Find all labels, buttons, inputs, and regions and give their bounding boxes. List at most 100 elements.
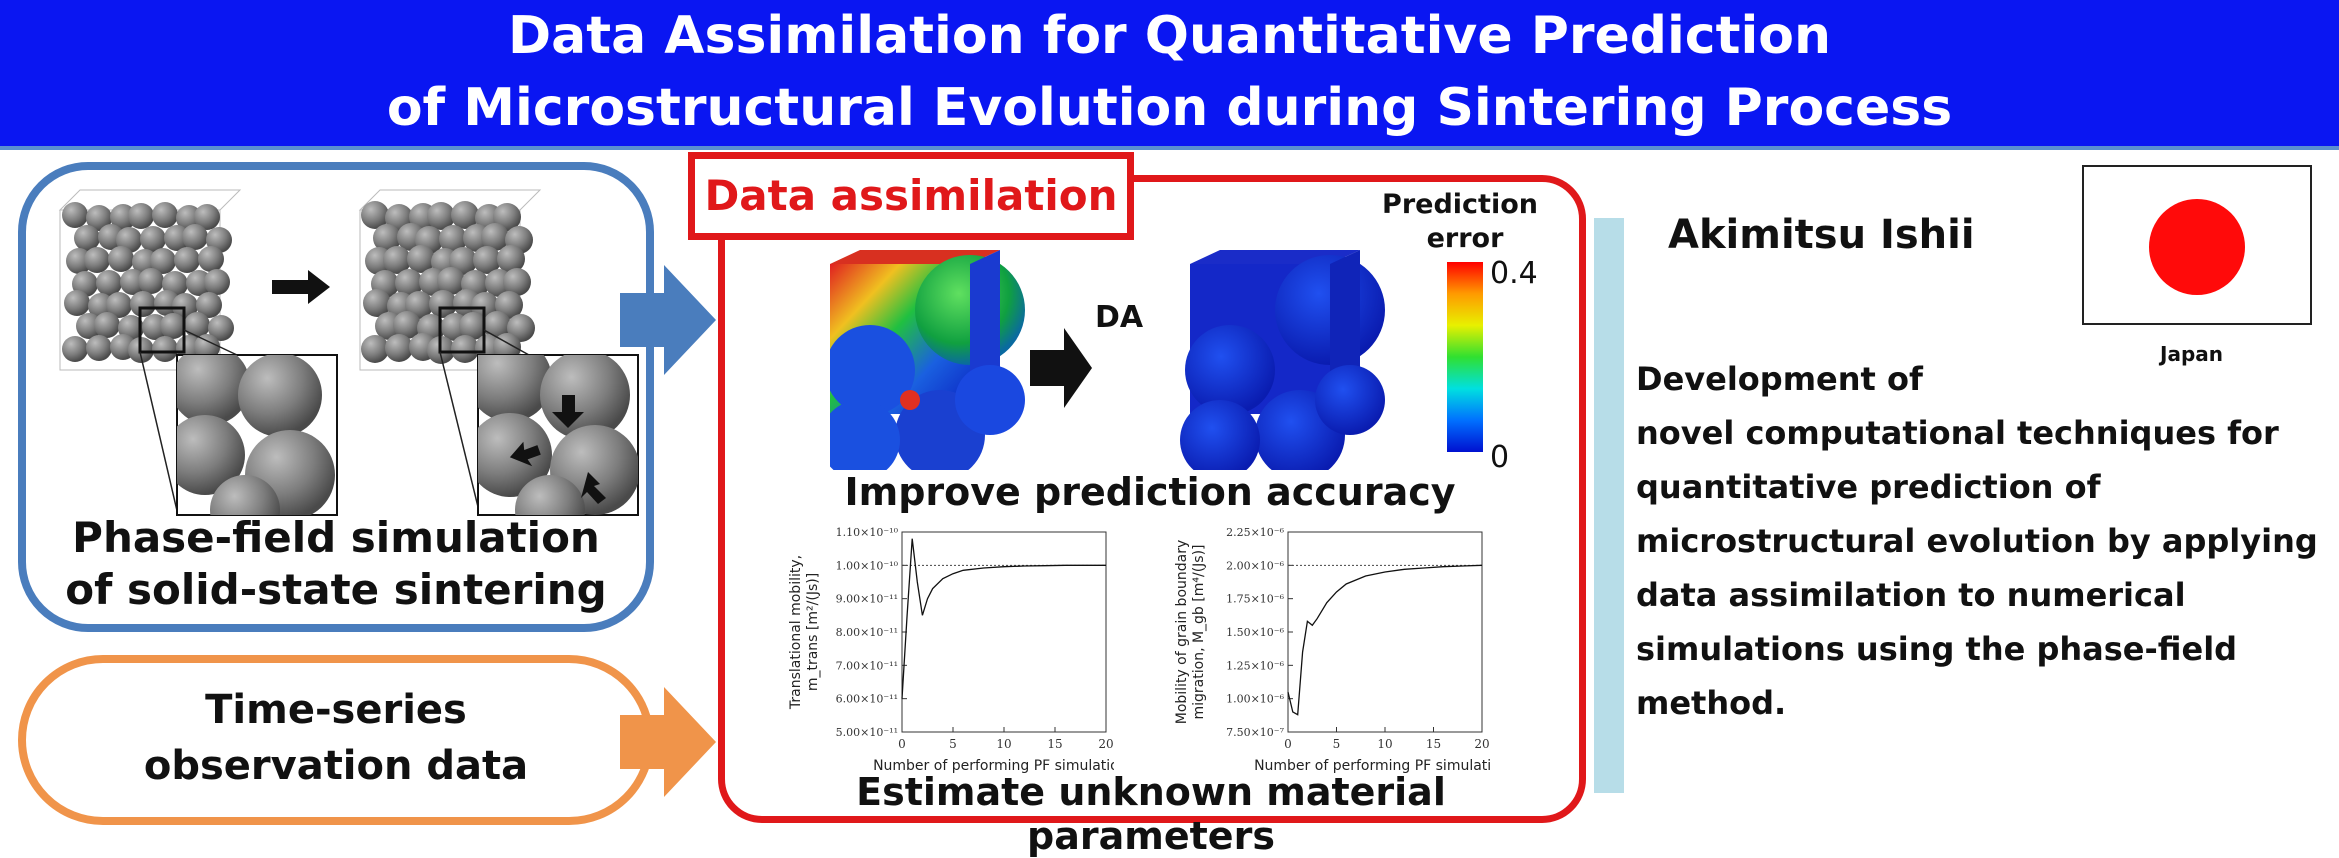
y-axis-label: m_trans [m²/(Js)] (805, 573, 821, 691)
evolution-arrow (272, 270, 330, 304)
particle (373, 224, 401, 252)
particle (208, 315, 234, 341)
particle (459, 312, 487, 340)
particle (160, 313, 186, 339)
particle (106, 292, 132, 318)
x-tick-label: 20 (1474, 737, 1489, 751)
particle (483, 311, 511, 339)
magnified-view-before (176, 354, 338, 516)
particle (194, 334, 220, 360)
y-tick-label: 1.25×10⁻⁶ (1226, 659, 1285, 672)
particle (172, 293, 198, 319)
particle (174, 247, 200, 273)
particle (130, 291, 156, 317)
x-axis-label: Number of performing PF simulations (1254, 758, 1490, 774)
flag-disc (2149, 199, 2245, 295)
error-map-before (830, 250, 1025, 470)
particle (64, 290, 90, 316)
x-axis-label: Number of performing PF simulations (873, 758, 1114, 774)
particle-cluster-after (358, 189, 542, 371)
y-tick-label: 1.75×10⁻⁶ (1226, 593, 1285, 606)
description-line: quantitative prediction of (1636, 468, 2101, 506)
y-tick-label: 7.00×10⁻¹¹ (836, 659, 898, 672)
translational-mobility-chart: 1.10×10⁻¹⁰ 1.00×10⁻¹⁰ 9.00×10⁻¹¹ 8.00×10⁻¹¹… (788, 526, 1114, 774)
observation-caption-line-2: observation data (143, 743, 529, 789)
particle (393, 311, 421, 339)
description-line: novel computational techniques for (1636, 414, 2279, 452)
y-axis-label: Translational mobility, (788, 555, 804, 710)
author-name: Akimitsu Ishii (1668, 212, 1975, 258)
particle (363, 289, 391, 317)
particle (437, 267, 465, 295)
particle (194, 204, 220, 230)
title-line-2: of Microstructural Evolution during Sint… (386, 78, 1953, 138)
particle (385, 334, 413, 362)
magnified-view-after (477, 354, 639, 516)
description-line: method. (1636, 684, 1787, 722)
x-tick-label: 5 (1333, 737, 1341, 751)
particle (439, 225, 467, 253)
particle (62, 202, 88, 228)
y-tick-label: 1.50×10⁻⁶ (1226, 626, 1285, 639)
sintering-illustration (58, 189, 639, 516)
country-label: Japan (2160, 342, 2223, 366)
orange-flow-arrow (620, 687, 716, 797)
particle (196, 292, 222, 318)
x-tick-label: 10 (1377, 737, 1392, 751)
y-tick-label: 7.50×10⁻⁷ (1226, 726, 1285, 739)
x-tick-label: 20 (1098, 737, 1113, 751)
simulation-caption: Phase-field simulation of solid-state si… (26, 512, 646, 616)
particle (84, 247, 110, 273)
particle (108, 246, 134, 272)
improve-accuracy-caption: Improve prediction accuracy (844, 470, 1456, 514)
japan-flag-icon (2082, 165, 2312, 325)
title-line-1: Data Assimilation for Quantitative Predi… (507, 6, 1832, 66)
colorbar-max: 0.4 (1490, 256, 1538, 291)
data-assimilation-label: Data assimilation (704, 171, 1118, 220)
plot-frame (1287, 531, 1483, 733)
shrink-arrow-icon (552, 395, 584, 428)
description-line: Development of (1636, 360, 1923, 398)
particle (96, 270, 122, 296)
y-tick-label: 1.00×10⁻¹⁰ (836, 559, 899, 572)
particle (383, 246, 411, 274)
error-map-comparison (830, 250, 1385, 470)
x-tick-label: 5 (949, 737, 957, 751)
particle (204, 269, 230, 295)
particle (152, 336, 178, 362)
particle (429, 290, 457, 318)
particle-cluster-before (58, 189, 242, 371)
y-tick-label: 5.00×10⁻¹¹ (836, 726, 898, 739)
particle (138, 268, 164, 294)
plot-frame (901, 531, 1107, 733)
particle (361, 335, 389, 363)
colorbar-title-line-1: Prediction (1382, 189, 1538, 220)
particle (86, 335, 112, 361)
grain-boundary-mobility-chart: 2.25×10⁻⁶ 2.00×10⁻⁶ 1.75×10⁻⁶ 1.50×10⁻⁶ 1.25… (1174, 526, 1490, 774)
da-arrow (1030, 328, 1092, 408)
particle (74, 225, 100, 251)
particle (150, 248, 176, 274)
da-arrow-label: DA (1095, 300, 1144, 335)
particle (497, 245, 525, 273)
title-banner: Data Assimilation for Quantitative Predi… (0, 0, 2339, 150)
x-tick-label: 15 (1426, 737, 1441, 751)
y-tick-label: 8.00×10⁻¹¹ (836, 626, 898, 639)
particle (94, 312, 120, 338)
y-tick-label: 9.00×10⁻¹¹ (836, 593, 898, 606)
shrink-arrow-icon (509, 441, 541, 467)
particle (473, 246, 501, 274)
x-tick-label: 15 (1047, 737, 1062, 751)
simulation-caption-line-1: Phase-field simulation (72, 513, 600, 562)
series-line (901, 538, 1106, 699)
shrink-arrow-icon (581, 472, 606, 504)
observation-panel (18, 655, 654, 825)
particle (481, 223, 509, 251)
series-line (1287, 564, 1483, 716)
particle (152, 202, 178, 228)
y-tick-label: 2.25×10⁻⁶ (1226, 526, 1285, 539)
y-tick-label: 1.10×10⁻¹⁰ (836, 526, 899, 539)
data-assimilation-label-box: Data assimilation (688, 152, 1134, 240)
particle (62, 336, 88, 362)
particle (395, 269, 423, 297)
